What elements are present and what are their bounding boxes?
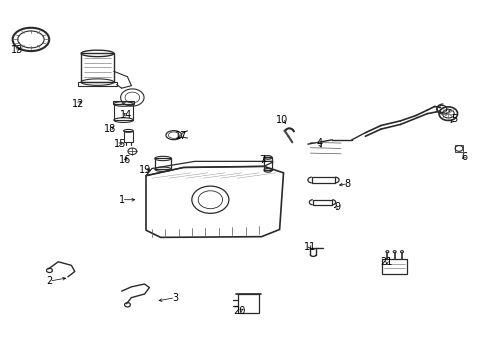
Text: 17: 17 <box>175 131 187 141</box>
Text: 8: 8 <box>344 179 350 189</box>
Text: 10: 10 <box>276 115 288 125</box>
Text: 2: 2 <box>46 276 53 286</box>
Text: 20: 20 <box>233 306 245 316</box>
Text: 11: 11 <box>303 242 315 252</box>
Text: 5: 5 <box>450 114 456 124</box>
Text: 14: 14 <box>120 111 132 121</box>
Text: 21: 21 <box>380 257 392 267</box>
Text: 4: 4 <box>316 139 322 148</box>
Text: 9: 9 <box>333 202 340 212</box>
Text: 3: 3 <box>172 293 178 303</box>
Text: 1: 1 <box>118 195 124 205</box>
Text: 12: 12 <box>71 99 84 109</box>
Text: 19: 19 <box>139 165 151 175</box>
Text: 7: 7 <box>259 155 264 165</box>
Text: 15: 15 <box>113 139 125 149</box>
Text: 13: 13 <box>11 45 23 55</box>
Text: 16: 16 <box>119 155 131 165</box>
Text: 6: 6 <box>461 152 467 162</box>
Text: 18: 18 <box>104 124 116 134</box>
